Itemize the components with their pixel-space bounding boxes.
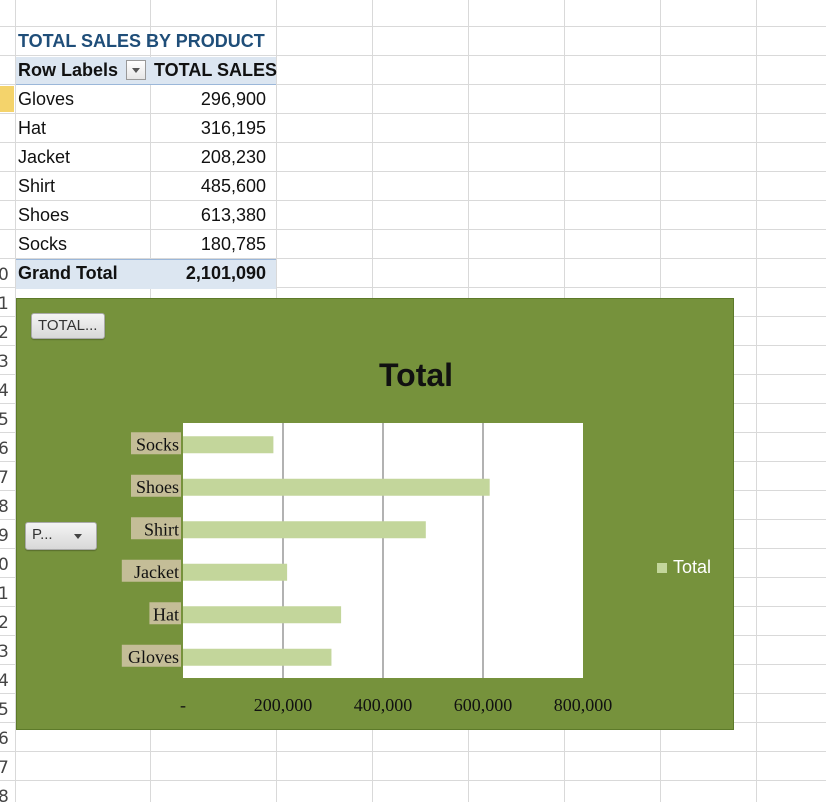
x-tick-label: - [180,695,186,715]
legend-swatch [657,563,667,574]
row-number: 9 [0,526,9,546]
row-number: 1 [0,584,9,604]
row-number: 3 [0,642,9,662]
grand-total-value: 2,101,090 [185,263,266,283]
bar-socks [183,436,274,454]
row-number: 0 [0,555,9,575]
chart-legend: Total [657,557,711,578]
pivot-title: TOTAL SALES BY PRODUCT [18,31,265,51]
row-number: 1 [0,294,9,314]
category-label: Gloves [128,647,179,667]
category-label: Hat [153,604,179,624]
pivot-row-value: 180,785 [200,234,266,254]
category-label-bg [149,602,181,625]
row-number: 5 [0,700,9,720]
row-number: 8 [0,497,9,517]
category-label-bg [131,474,181,497]
value-field-button[interactable]: TOTAL... [31,313,105,339]
x-tick-label: 600,000 [454,695,513,715]
bar-shoes [183,478,490,496]
x-tick-label: 200,000 [254,695,313,715]
pivot-row-value: 613,380 [200,205,266,225]
row-number: 3 [0,352,9,372]
category-label: Jacket [134,562,179,582]
pivot-chart[interactable]: TOTAL... Total P... - 200,000 400,000 600,0… [16,298,734,730]
row-number: 8 [0,787,9,807]
grand-total-row [16,259,276,289]
x-tick-label: 400,000 [354,695,413,715]
pivot-row-label: Hat [18,118,47,138]
pivot-row-label: Gloves [18,89,75,109]
pivot-row-value: 485,600 [200,176,266,196]
category-label: Socks [136,434,179,454]
dropdown-arrow-icon [74,534,82,539]
row-number: 7 [0,468,9,488]
value-field-label: TOTAL... [38,317,98,334]
axis-field-label: P... [32,526,53,543]
axis-field-button[interactable]: P... [25,522,97,550]
row-number: 2 [0,323,9,343]
legend-label: Total [673,557,712,577]
bar-jacket [183,563,288,581]
grand-total-label: Grand Total [18,263,118,283]
row-labels-header: Row Labels [18,60,119,80]
category-label-bg [121,559,181,582]
bar-shirt [183,521,426,539]
x-tick-label: 800,000 [554,695,613,715]
pivot-header-row [16,57,276,85]
bar-gloves [183,648,332,666]
category-label-bg [121,644,181,667]
row-number: 5 [0,410,9,430]
category-label: Shoes [136,477,179,497]
pivot-row-label: Shoes [18,205,70,225]
pivot-row-value: 316,195 [200,118,266,138]
chart-title: Total [378,357,454,393]
category-label: Shirt [144,519,179,539]
row-number: 0 [0,265,9,285]
dropdown-arrow-icon [132,68,140,73]
total-sales-header: TOTAL SALES [154,60,278,80]
bar-hat [183,606,342,624]
row-number: 6 [0,439,9,459]
pivot-row-value: 296,900 [200,89,266,109]
row-labels-filter-button[interactable] [126,60,146,80]
category-label-bg [131,432,181,455]
active-cell-marker [0,86,14,112]
row-number: 4 [0,671,9,691]
row-number: 7 [0,758,9,778]
pivot-row-label: Jacket [18,147,71,167]
pivot-row-value: 208,230 [200,147,266,167]
pivot-row-label: Shirt [18,176,56,196]
row-number: 6 [0,729,9,749]
category-label-bg [131,517,181,540]
row-number: 2 [0,613,9,633]
row-number: 4 [0,381,9,401]
pivot-row-label: Socks [18,234,68,254]
bar-chart-plot: - 200,000 400,000 600,000 800,000 Socks Shoes S… [121,423,613,715]
